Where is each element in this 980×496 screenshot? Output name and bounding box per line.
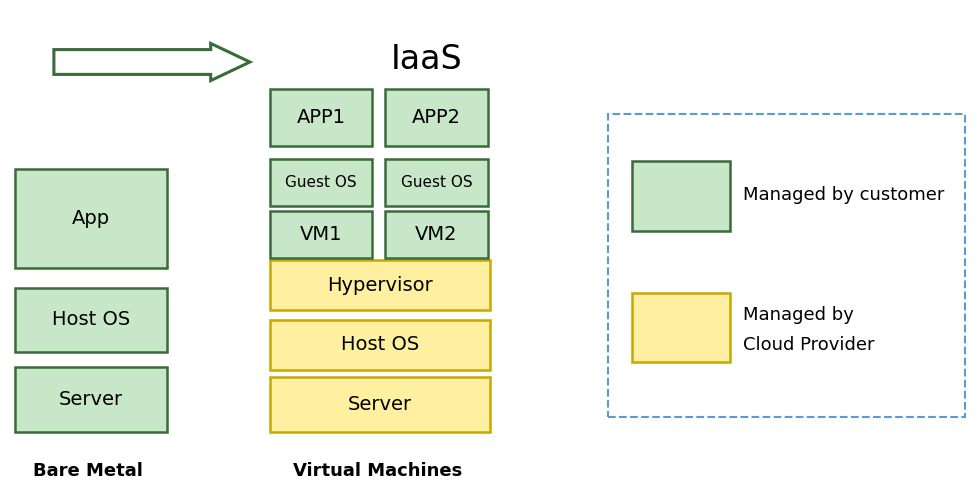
Text: App: App <box>72 209 110 228</box>
FancyBboxPatch shape <box>270 159 372 206</box>
Text: VM2: VM2 <box>416 225 458 244</box>
FancyBboxPatch shape <box>385 89 488 146</box>
Text: Server: Server <box>348 395 412 414</box>
Text: Server: Server <box>59 390 122 409</box>
Text: Cloud Provider: Cloud Provider <box>743 336 874 354</box>
FancyBboxPatch shape <box>385 159 488 206</box>
Text: APP2: APP2 <box>412 108 461 127</box>
FancyBboxPatch shape <box>632 161 730 231</box>
Text: Guest OS: Guest OS <box>285 175 357 190</box>
FancyArrow shape <box>54 44 250 80</box>
FancyBboxPatch shape <box>270 89 372 146</box>
FancyBboxPatch shape <box>270 320 490 370</box>
FancyBboxPatch shape <box>385 211 488 258</box>
FancyBboxPatch shape <box>15 367 167 432</box>
Text: Managed by: Managed by <box>743 306 854 324</box>
Text: Managed by customer: Managed by customer <box>743 186 944 204</box>
Text: Host OS: Host OS <box>341 335 418 354</box>
Text: VM1: VM1 <box>300 225 342 244</box>
Text: IaaS: IaaS <box>390 43 463 76</box>
FancyBboxPatch shape <box>270 260 490 310</box>
Text: APP1: APP1 <box>296 108 345 127</box>
FancyBboxPatch shape <box>15 288 167 352</box>
FancyBboxPatch shape <box>632 293 730 362</box>
FancyBboxPatch shape <box>270 211 372 258</box>
Text: Virtual Machines: Virtual Machines <box>293 462 462 480</box>
FancyBboxPatch shape <box>608 114 965 417</box>
Text: Guest OS: Guest OS <box>401 175 472 190</box>
Text: Host OS: Host OS <box>52 310 129 329</box>
Text: Hypervisor: Hypervisor <box>327 276 432 295</box>
Text: Bare Metal: Bare Metal <box>33 462 143 480</box>
FancyBboxPatch shape <box>15 169 167 268</box>
FancyBboxPatch shape <box>270 377 490 432</box>
